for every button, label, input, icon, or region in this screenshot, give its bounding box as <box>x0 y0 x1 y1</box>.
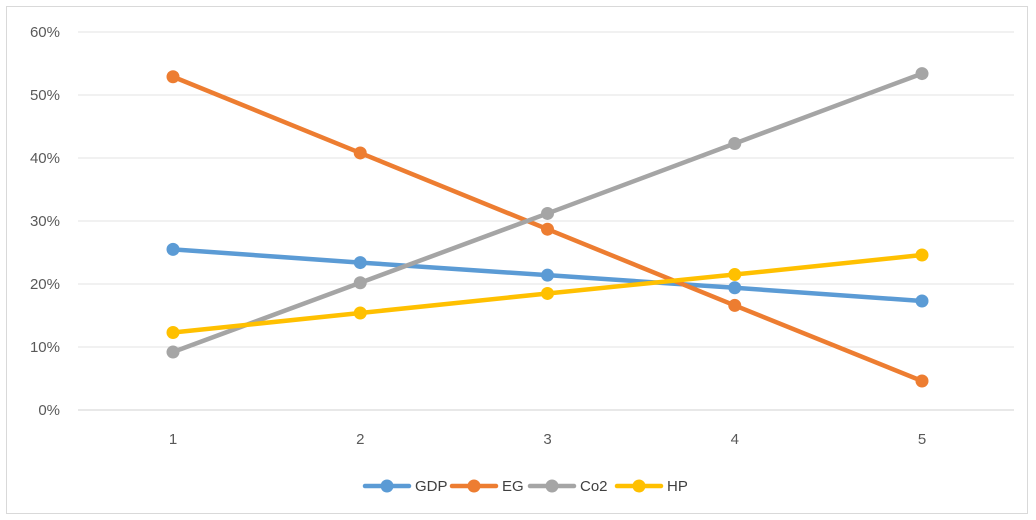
legend-marker <box>632 479 646 493</box>
gridlines <box>78 31 1014 411</box>
legend-marker <box>380 479 394 493</box>
data-point <box>915 248 929 262</box>
data-point <box>353 276 367 290</box>
series-co2 <box>166 67 929 359</box>
legend-label: EG <box>502 478 524 495</box>
x-axis-ticks: 1 2 3 4 5 <box>169 431 926 448</box>
data-point <box>915 67 929 81</box>
y-tick-label: 60% <box>30 24 60 41</box>
data-point <box>915 294 929 308</box>
legend-entry: EG <box>449 478 524 495</box>
data-point <box>728 298 742 312</box>
legend-entry: Co2 <box>527 478 608 495</box>
legend-label: Co2 <box>580 478 608 495</box>
data-point <box>353 146 367 160</box>
y-tick-label: 10% <box>30 339 60 356</box>
legend-marker <box>545 479 559 493</box>
legend-label: HP <box>667 478 688 495</box>
x-tick-label: 2 <box>356 431 364 448</box>
data-point <box>541 286 554 300</box>
data-point <box>728 281 742 295</box>
legend-label: GDP <box>415 478 448 495</box>
y-tick-label: 20% <box>30 276 60 293</box>
data-point <box>541 268 554 282</box>
series-lines <box>166 67 929 388</box>
y-tick-label: 0% <box>38 402 60 419</box>
data-point <box>353 256 367 270</box>
legend-entry: HP <box>614 478 688 495</box>
legend-entry: GDP <box>362 478 448 495</box>
y-axis-ticks: 0% 10% 20% 30% 40% 50% 60% <box>30 24 60 419</box>
x-tick-label: 1 <box>169 431 177 448</box>
data-point <box>166 242 180 256</box>
x-tick-label: 3 <box>543 431 551 448</box>
legend: GDP EG Co2 HP <box>362 478 688 495</box>
data-point <box>166 326 180 340</box>
x-tick-label: 4 <box>731 431 739 448</box>
data-point <box>541 206 554 220</box>
data-point <box>166 70 180 84</box>
data-point <box>541 222 554 236</box>
y-tick-label: 30% <box>30 213 60 230</box>
series-hp <box>166 248 929 340</box>
y-tick-label: 50% <box>30 87 60 104</box>
data-point <box>915 374 929 388</box>
data-point <box>353 306 367 320</box>
data-point <box>728 268 742 282</box>
y-tick-label: 40% <box>30 150 60 167</box>
legend-marker <box>467 479 481 493</box>
series-gdp <box>166 242 929 308</box>
series-eg <box>166 70 929 388</box>
x-tick-label: 5 <box>918 431 926 448</box>
data-point <box>728 137 742 151</box>
data-point <box>166 345 180 359</box>
